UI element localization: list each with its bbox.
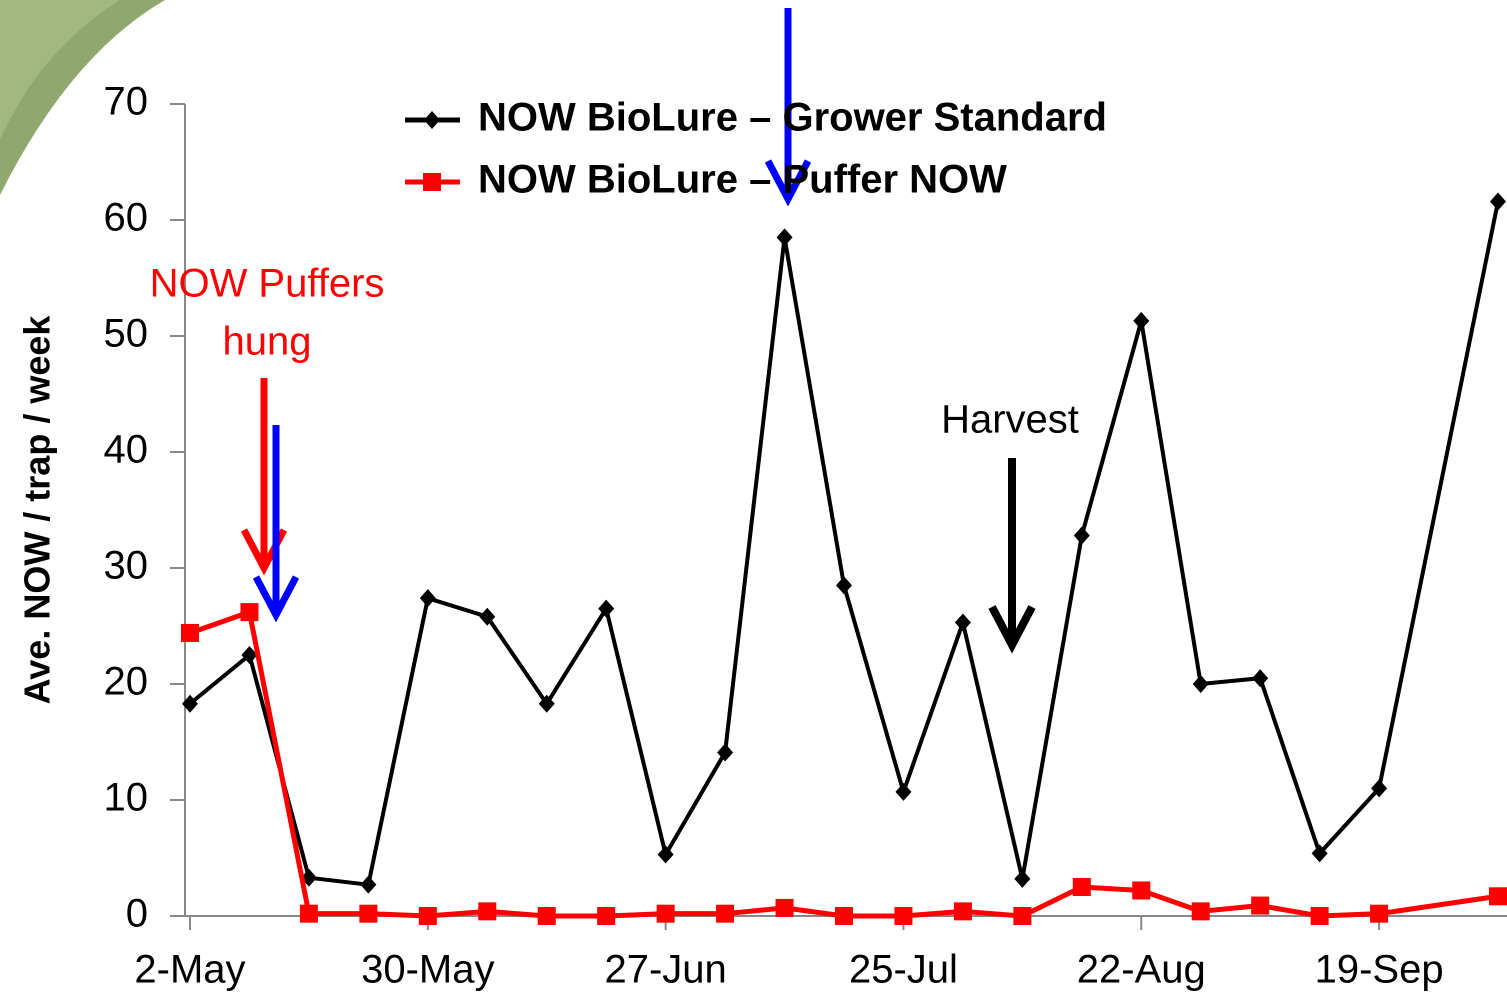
chart: 0 10 20 30 40 50 60 70 2-May 30-May 27-Jun 25-Jul 22… [0,0,1507,1000]
y-tick-label: 10 [104,776,149,820]
marker [1014,870,1030,888]
marker [954,902,972,920]
marker [955,614,971,632]
legend-label: NOW BioLure – Grower Standard [478,96,1107,140]
marker [1074,527,1090,545]
legend: NOW BioLure – Grower Standard NOW BioLure… [405,96,1107,202]
y-tick-label: 40 [104,428,149,472]
marker [1192,902,1210,920]
marker [1013,907,1031,925]
y-tick-label: 30 [104,544,149,588]
x-tick-label: 25-Jul [849,948,958,992]
marker [716,905,734,923]
marker [538,907,556,925]
y-tick-label: 50 [104,312,149,356]
y-axis-title: Ave. NOW / trap / week [17,315,58,705]
x-tick-label: 22-Aug [1077,948,1206,992]
marker [1252,669,1268,687]
annotation: NOW Puffers [150,262,385,306]
legend-label: NOW BioLure – Puffer NOW [478,158,1007,202]
marker [181,624,199,642]
marker [1489,887,1507,905]
marker [1311,907,1329,925]
marker [1133,312,1149,330]
annotation: hung [223,320,312,364]
marker [777,228,793,246]
marker [423,173,441,191]
marker [478,902,496,920]
marker [359,905,377,923]
x-tick-label: 2-May [134,948,245,992]
series-line [190,201,1498,884]
marker [240,603,258,621]
marker [1251,897,1269,915]
series-line [190,612,1498,916]
marker [895,783,911,801]
marker [1490,192,1506,210]
y-tick-label: 0 [126,892,148,936]
marker [300,905,318,923]
y-tick-label: 20 [104,660,149,704]
marker [597,907,615,925]
y-tick-label: 60 [104,196,149,240]
marker [360,876,376,894]
plot-area: 0 10 20 30 40 50 60 70 2-May 30-May 27-Jun 25-Jul 22… [104,80,1507,992]
marker [1073,878,1091,896]
x-tick-label: 19-Sep [1315,948,1444,992]
y-tick-label: 70 [104,80,149,124]
marker [420,589,436,607]
annotation: Harvest [941,398,1079,442]
marker [894,907,912,925]
marker [836,576,852,594]
marker [419,907,437,925]
marker [424,111,440,129]
marker [835,907,853,925]
marker [657,905,675,923]
x-tick-label: 30-May [361,948,494,992]
marker [1132,881,1150,899]
marker [776,899,794,917]
marker [1193,675,1209,693]
x-tick-label: 27-Jun [604,948,726,992]
marker [1370,905,1388,923]
